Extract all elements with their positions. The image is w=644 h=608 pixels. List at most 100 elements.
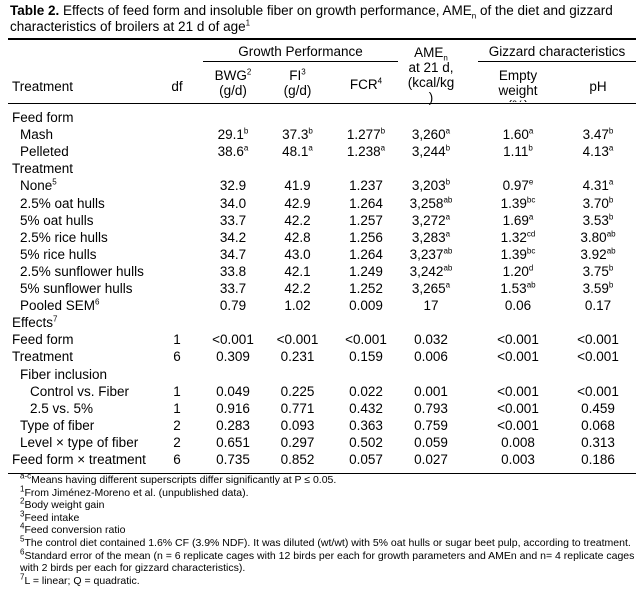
cell-bwg: 0.916 <box>216 400 250 416</box>
cell-ph-superscript: b <box>608 212 614 222</box>
table-row: 5% oat hulls 33.7 42.2 1.257 3,272a 1.69a 3.53… <box>0 212 644 229</box>
cell-ew: <0.001 <box>497 349 539 365</box>
footnote: 7L = linear; Q = quadratic. <box>20 573 636 588</box>
table-row: Level × type of fiber 2 0.651 0.297 0.502 0.0… <box>0 434 644 451</box>
footnote: a-cMeans having different superscripts d… <box>20 472 636 487</box>
header-df: df <box>171 79 183 94</box>
cell-ph: 0.068 <box>581 417 615 433</box>
header-bwg-footnote: 2 <box>246 67 252 77</box>
table-row: 5% sunflower hulls 33.7 42.2 1.252 3,265a 1.5… <box>0 280 644 297</box>
table-row: Treatment <box>0 160 644 177</box>
header-ew-line2: weight <box>498 83 538 98</box>
row-label: 5% sunflower hulls <box>20 281 133 296</box>
cell-ew: <0.001 <box>497 332 539 348</box>
header-bwg-unit: (g/d) <box>219 83 247 98</box>
cell-ph: 0.186 <box>581 452 615 467</box>
header-ew-line3: (%) <box>508 98 529 102</box>
row-label: 2.5 vs. 5% <box>30 400 94 416</box>
row-label-footnote: 6 <box>95 297 100 307</box>
table-row: 2.5% sunflower hulls 33.8 42.1 1.249 3,242ab… <box>0 263 644 280</box>
cell-ph: 3.80ab <box>580 229 616 245</box>
footnote-text: Body weight gain <box>24 499 105 512</box>
caption-text-2: of the diet and gizzard characteristics … <box>10 3 613 34</box>
cell-ew-superscript: a <box>528 126 534 136</box>
header-fi: FI3 (g/d) <box>265 68 330 98</box>
cell-ph-superscript: ab <box>606 229 616 239</box>
table-row: Pooled SEM6 0.79 1.02 0.009 17 0.06 0.17 <box>0 297 644 314</box>
row-label: Effects7 <box>12 314 58 331</box>
cell-fcr: 0.022 <box>349 383 383 399</box>
cell-ph-superscript: b <box>608 263 614 273</box>
header-growth-performance: Growth Performance <box>238 44 363 59</box>
cell-fcr: 0.363 <box>349 417 383 433</box>
table-row: Treatment 6 0.309 0.231 0.159 0.006 <0.001 <0.0… <box>0 348 644 365</box>
cell-fi: 0.093 <box>280 417 315 433</box>
cell-ame-superscript: ab <box>443 195 453 204</box>
cell-fi: 37.3b <box>282 126 313 143</box>
table-row: 2.5 vs. 5% 1 0.916 0.771 0.432 0.793 <0.001 0.4… <box>0 400 644 417</box>
cell-ph: <0.001 <box>577 383 619 399</box>
cell-ew-superscript: bc <box>526 246 536 256</box>
table-row: Type of fiber 2 0.283 0.093 0.363 0.759 <0.001… <box>0 417 644 434</box>
cell-ame: 3,272a <box>411 212 451 228</box>
cell-fi: 0.297 <box>280 434 315 450</box>
footnote: 3Feed intake <box>20 510 636 525</box>
cell-ew-superscript: a <box>528 212 534 222</box>
cell-fcr: 1.264 <box>349 246 383 262</box>
cell-ew: 0.06 <box>504 298 532 314</box>
cell-ph-superscript: b <box>608 280 614 290</box>
cell-ew-superscript: bc <box>526 195 536 204</box>
cell-fi: 43.0 <box>284 246 311 262</box>
cell-ame: 3,283a <box>411 229 451 245</box>
cell-ame: 3,242ab <box>409 263 453 279</box>
cell-fi-superscript: b <box>308 126 313 136</box>
cell-bwg: 0.79 <box>219 298 247 314</box>
header-ame-line3: (kcal/kg <box>407 75 455 90</box>
footnote-text: Means having different superscripts diff… <box>31 474 337 486</box>
cell-bwg: 34.7 <box>219 246 247 262</box>
cell-ame-superscript: ab <box>443 246 453 256</box>
header-bottom-rule <box>8 103 636 104</box>
row-label: Control vs. Fiber <box>30 383 130 399</box>
cell-bwg: 0.049 <box>216 383 250 399</box>
cell-ph: <0.001 <box>577 332 619 348</box>
cell-ame: 0.059 <box>414 434 448 450</box>
cell-ame: 3,265a <box>411 280 451 296</box>
cell-bwg: 0.651 <box>216 434 250 450</box>
cell-bwg: 0.309 <box>216 349 250 365</box>
cell-ew: 1.60a <box>502 126 534 143</box>
cell-ame: 3,203b <box>411 177 451 194</box>
cell-bwg: 38.6a <box>217 143 249 160</box>
header-fcr-footnote: 4 <box>377 76 383 86</box>
cell-df: 6 <box>173 349 181 365</box>
cell-ame-superscript: a <box>445 229 451 239</box>
caption-footnote-mark: 1 <box>245 18 251 27</box>
gizzard-rule <box>478 61 636 62</box>
cell-fi: 0.225 <box>280 383 315 399</box>
table-caption: Table 2. Effects of feed form and insolu… <box>10 3 638 34</box>
cell-ame: 3,260a <box>411 126 451 143</box>
footnote-mark: 1 <box>20 484 25 494</box>
cell-df: 1 <box>173 400 181 416</box>
header-ame-line4: ) <box>428 90 434 105</box>
header-ph: pH <box>589 79 607 94</box>
cell-ame: 0.027 <box>414 452 448 467</box>
cell-ph: 3.53b <box>582 212 614 228</box>
header-treatment: Treatment <box>12 79 74 94</box>
cell-fcr: 1.264 <box>349 195 383 211</box>
cell-ph: 4.31a <box>582 177 614 194</box>
cell-bwg: 29.1b <box>217 126 249 143</box>
cell-ew: 1.69a <box>502 212 534 228</box>
cell-ew: 1.32cd <box>500 229 536 245</box>
cell-ph-superscript: a <box>608 143 614 153</box>
table-row: Control vs. Fiber 1 0.049 0.225 0.022 0.001 <0… <box>0 383 644 400</box>
cell-ew: <0.001 <box>497 417 539 433</box>
cell-df: 1 <box>173 332 181 348</box>
row-label: 2.5% rice hulls <box>20 229 108 245</box>
cell-ame: 0.006 <box>414 349 448 365</box>
cell-ew: 1.39bc <box>500 195 536 211</box>
cell-fi: 42.9 <box>284 195 311 211</box>
cell-ame: 3,237ab <box>409 246 453 262</box>
cell-ph-superscript: b <box>608 126 614 136</box>
row-label: Feed form × treatment <box>12 452 146 467</box>
